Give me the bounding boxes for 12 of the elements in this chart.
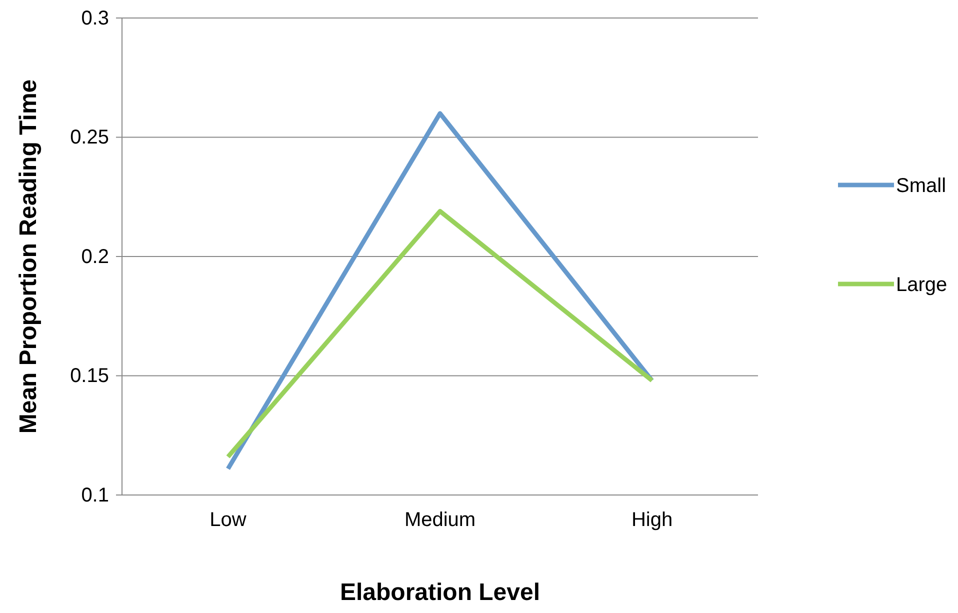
y-tick-label: 0.2 xyxy=(81,246,109,268)
y-axis-title: Mean Proportion Reading Time xyxy=(15,79,42,434)
x-axis-title: Elaboration Level xyxy=(340,579,540,606)
x-tick-label: High xyxy=(631,509,673,531)
y-tick-label: 0.1 xyxy=(81,484,109,506)
y-tick-label: 0.25 xyxy=(70,126,109,149)
x-tick-label: Low xyxy=(210,509,247,531)
legend-label: Small xyxy=(896,175,946,197)
y-tick-label: 0.15 xyxy=(70,365,109,388)
x-tick-label: Medium xyxy=(404,509,476,531)
y-tick-label: 0.3 xyxy=(81,7,109,30)
legend-label: Large xyxy=(896,274,948,296)
